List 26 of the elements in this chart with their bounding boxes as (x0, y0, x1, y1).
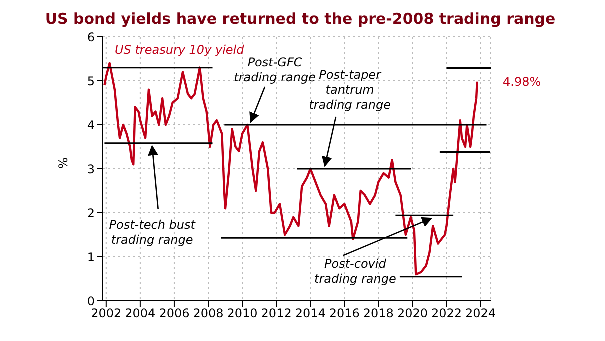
y-tick-label: 3 (87, 162, 95, 176)
annotation: Post-tech bust trading range (109, 218, 197, 247)
y-tick-label: 2 (87, 206, 95, 220)
y-tick-label: 6 (87, 30, 95, 44)
annotation: Post-GFC trading range (234, 56, 316, 84)
series-label: US treasury 10y yield (115, 43, 244, 57)
x-tick-label: 2024 (466, 306, 496, 321)
y-tick-label: 5 (87, 74, 95, 88)
x-tick-label: 2002 (91, 306, 122, 321)
annotation: Post-covid trading range (314, 257, 396, 286)
x-tick-label: 2020 (397, 306, 428, 321)
annotation: 4.98% (503, 74, 542, 89)
chart-title: US bond yields have returned to the pre-2008 trading range (44, 9, 557, 30)
y-tick-label: 0 (87, 294, 95, 308)
x-tick-label: 2018 (363, 306, 394, 321)
x-tick-label: 2004 (125, 306, 156, 321)
x-tick-label: 2014 (295, 306, 326, 321)
y-tick-label: 1 (87, 250, 95, 264)
x-tick-label: 2006 (159, 306, 190, 321)
x-tick-label: 2010 (227, 306, 258, 321)
y-tick-label: 4 (87, 118, 95, 132)
x-tick-label: 2016 (329, 306, 360, 321)
x-tick-label: 2022 (431, 306, 462, 321)
x-tick-label: 2012 (261, 306, 292, 321)
y-axis-title: % (56, 158, 70, 169)
x-tick-label: 2008 (193, 306, 224, 321)
